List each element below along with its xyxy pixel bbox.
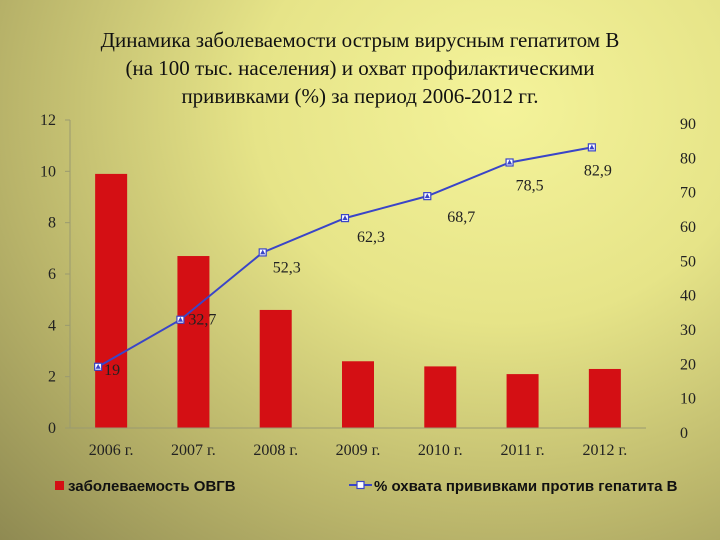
x-tick-label: 2009 г.: [336, 442, 381, 459]
line-marker-triangle: [95, 363, 101, 369]
right-tick-label: 50: [680, 253, 696, 270]
line-marker-triangle: [589, 144, 595, 150]
chart-title: Динамика заболеваемости острым вирусным …: [40, 26, 680, 110]
left-tick-label: 8: [48, 215, 56, 232]
right-tick-label: 10: [680, 391, 696, 408]
line-marker-triangle: [260, 249, 266, 255]
line-data-label: 19: [104, 362, 120, 379]
bar: [506, 374, 539, 428]
x-tick-label: 2011 г.: [500, 442, 544, 459]
legend: заболеваемость ОВГВ % охвата прививками п…: [55, 478, 678, 495]
bar: [588, 368, 621, 428]
right-tick-label: 60: [680, 219, 696, 236]
line-data-label: 78,5: [516, 177, 544, 194]
line-data-label: 62,3: [357, 229, 385, 246]
right-tick-label: 0: [680, 425, 688, 442]
right-tick-label: 40: [680, 288, 696, 305]
left-tick-label: 4: [48, 317, 56, 334]
line-data-label: 52,3: [273, 259, 301, 276]
left-tick-label: 6: [48, 266, 56, 283]
right-tick-label: 90: [680, 116, 696, 133]
x-tick-label: 2012 г.: [582, 442, 627, 459]
x-tick-label: 2010 г.: [418, 442, 463, 459]
line-marker-triangle: [342, 215, 348, 221]
bar: [177, 256, 210, 428]
left-tick-label: 2: [48, 369, 56, 386]
x-tick-label: 2006 г.: [89, 442, 134, 459]
bar-series: [95, 173, 621, 428]
left-tick-label: 10: [40, 163, 56, 180]
title-line-3: прививками (%) за период 2006-2012 гг.: [181, 84, 539, 108]
bar: [342, 361, 374, 428]
legend-line-marker: [356, 480, 365, 490]
x-tick-label: 2008 г.: [253, 442, 298, 459]
line-data-label: 68,7: [447, 209, 475, 226]
right-tick-label: 20: [680, 356, 696, 373]
bar: [424, 366, 457, 428]
right-tick-label: 80: [680, 150, 696, 167]
line-data-label: 32,7: [188, 312, 216, 329]
right-tick-label: 30: [680, 322, 696, 339]
line-data-label: 82,9: [584, 162, 612, 179]
line-series: 19 32,7 52,3 62,3 68,7 78,5 82,9: [94, 143, 612, 379]
right-tick-label: 70: [680, 185, 696, 202]
x-axis: 2006 г. 2007 г. 2008 г. 2009 г. 2010 г. 2011 …: [70, 427, 646, 459]
bar: [95, 173, 128, 428]
legend-bar-swatch: [55, 481, 64, 490]
title-line-1: Динамика заболеваемости острым вирусным …: [100, 28, 620, 52]
line-marker-triangle: [424, 193, 430, 199]
line-marker-triangle: [177, 316, 184, 322]
legend-line-label: % охвата прививками против гепатита В: [374, 478, 678, 495]
left-axis: 0 2 4 6 8 10 12: [40, 112, 71, 437]
left-tick-label: 0: [48, 420, 56, 437]
title-line-2: (на 100 тыс. населения) и охват профилак…: [125, 56, 595, 80]
bar: [259, 309, 292, 428]
line-marker-triangle: [506, 159, 513, 165]
x-tick-label: 2007 г.: [171, 442, 216, 459]
left-tick-label: 12: [40, 112, 56, 129]
right-axis: 0 10 20 30 40 50 60 70 80 90: [680, 116, 696, 442]
legend-bar-label: заболеваемость ОВГВ: [68, 478, 236, 495]
